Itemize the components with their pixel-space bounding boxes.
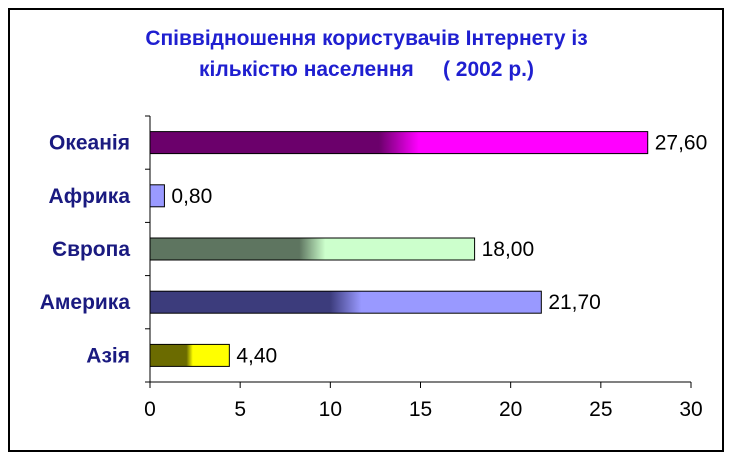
x-tick-label: 10 [319, 398, 342, 421]
chart-bars [149, 131, 649, 367]
x-tick-label: 15 [409, 398, 432, 421]
x-tick-label: 20 [499, 398, 522, 421]
chart-title: Співвідношення користувачів Інтернету із… [0, 23, 733, 85]
data-label: 0,80 [171, 185, 212, 208]
data-label: 18,00 [482, 238, 535, 261]
x-tick-label: 30 [679, 398, 702, 421]
x-tick-label: 5 [234, 398, 246, 421]
category-label: Америка [40, 291, 131, 314]
x-tick-label: 0 [144, 398, 156, 421]
bar-0 [149, 131, 649, 155]
bar-2 [149, 237, 476, 261]
chart-title-line-1: Співвідношення користувачів Інтернету із [145, 27, 588, 50]
chart-axes [145, 115, 692, 388]
category-label: Азія [86, 344, 130, 367]
category-label: Африка [49, 185, 131, 208]
bar-4 [149, 343, 230, 367]
data-label: 4,40 [236, 344, 277, 367]
data-label: 21,70 [548, 291, 601, 314]
chart-labels: 0 5 10 15 20 25 30 Океанія 27,60 Африка 0,80 Європа… [40, 132, 708, 421]
bar-3 [149, 290, 542, 314]
x-tick-label: 25 [589, 398, 612, 421]
chart-title-line-2: кількістю населення ( 2002 р.) [199, 58, 534, 81]
chart-frame [8, 8, 724, 452]
bar-1 [149, 184, 165, 208]
data-label: 27,60 [655, 132, 708, 155]
category-label: Європа [52, 238, 130, 261]
category-label: Океанія [49, 132, 130, 155]
